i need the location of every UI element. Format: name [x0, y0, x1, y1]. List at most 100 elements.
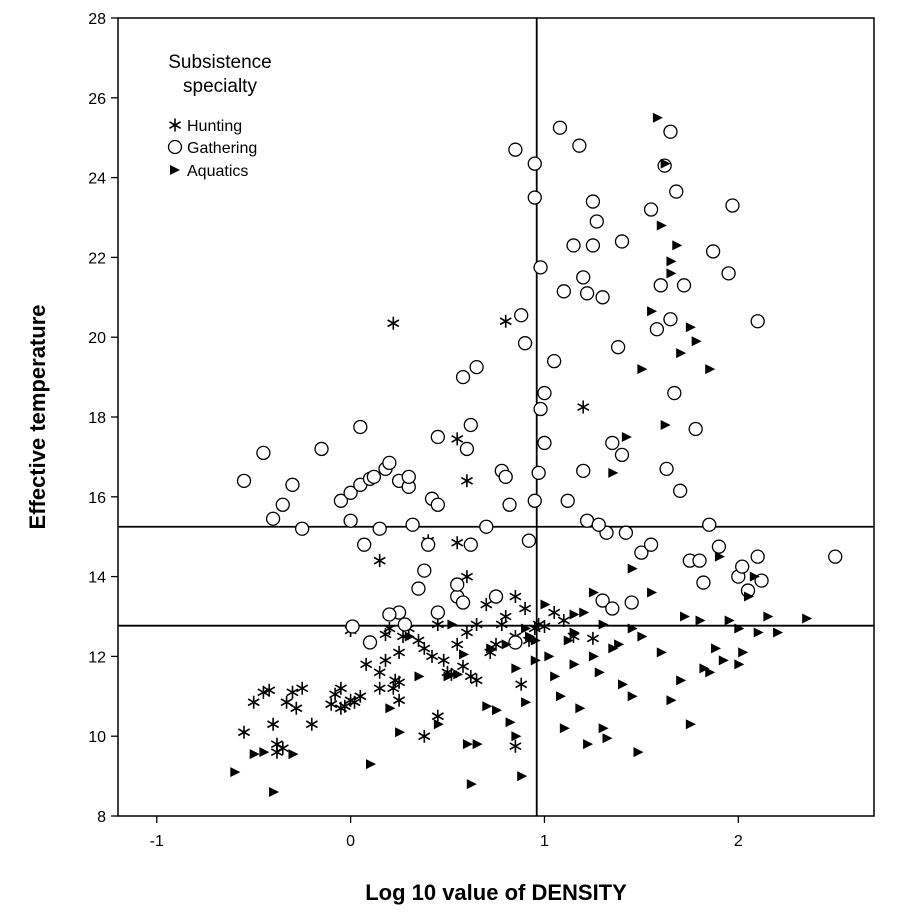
aquatics-point: [443, 671, 454, 682]
gathering-point: [696, 575, 711, 590]
aquatics-point: [453, 669, 464, 680]
hunting-point: [509, 739, 522, 753]
gathering-point: [585, 194, 601, 209]
aquatics-point: [385, 703, 396, 714]
aquatics-point: [656, 220, 667, 231]
aquatics-point: [249, 749, 260, 760]
aquatics-point: [544, 651, 555, 662]
aquatics-point: [511, 663, 522, 674]
hunting-point: [379, 653, 392, 667]
aquatics-point: [588, 587, 599, 598]
aquatics-point: [555, 691, 566, 702]
gathering-point: [265, 511, 281, 526]
aquatics-point: [486, 643, 497, 654]
aquatics-point: [691, 336, 702, 347]
aquatics-point: [501, 639, 512, 650]
gathering-point: [353, 419, 368, 435]
gathering-point: [463, 417, 478, 433]
hunting-point: [237, 725, 251, 739]
gathering-point: [430, 497, 445, 512]
legend-marker-hunting: [168, 118, 182, 132]
hunting-point: [557, 614, 570, 627]
aquatics-point: [530, 655, 541, 666]
gathering-point: [552, 120, 568, 135]
gathering-point: [711, 539, 727, 554]
aquatics-point: [598, 723, 609, 734]
aquatics-point: [530, 635, 541, 646]
hunting-point: [280, 695, 293, 709]
gathering-point: [643, 537, 659, 552]
hunting-point: [470, 618, 483, 631]
hunting-point: [519, 602, 532, 615]
hunting-point: [334, 681, 347, 695]
gathering-point: [463, 537, 478, 552]
hunting-point: [509, 590, 522, 603]
gathering-point: [705, 244, 721, 259]
hunting-point: [538, 620, 551, 633]
hunting-point: [257, 685, 270, 699]
gathering-point: [566, 238, 581, 253]
x-tick-label: -1: [150, 833, 164, 850]
hunting-point: [373, 554, 386, 568]
aquatics-point: [540, 599, 551, 610]
gathering-point: [502, 497, 517, 512]
gathering-point: [828, 549, 843, 564]
gathering-point: [508, 142, 523, 157]
gathering-point: [556, 284, 571, 299]
y-tick-label: 24: [88, 171, 106, 188]
legend-marker-gathering: [167, 139, 183, 155]
aquatics-point: [647, 587, 658, 598]
aquatics-point: [705, 667, 716, 678]
aquatics-point: [614, 639, 625, 650]
gathering-point: [275, 497, 290, 512]
aquatics-point: [505, 717, 516, 728]
gathering-point: [560, 493, 575, 508]
gathering-point: [295, 521, 310, 536]
aquatics-point: [680, 611, 691, 622]
gathering-point: [421, 537, 436, 552]
aquatics-point: [404, 631, 415, 642]
aquatics-point: [459, 649, 470, 660]
aquatics-point: [511, 731, 522, 742]
hunting-point: [393, 675, 406, 689]
gathering-point: [572, 138, 587, 153]
y-tick-label: 20: [88, 330, 106, 347]
gathering-point: [533, 260, 548, 275]
hunting-point: [270, 745, 283, 759]
aquatics-point: [749, 571, 760, 582]
y-tick-label: 10: [88, 729, 106, 746]
gathering-point: [343, 485, 358, 500]
gathering-point: [688, 421, 703, 437]
gathering-point: [663, 124, 678, 139]
gathering-point: [618, 525, 634, 540]
aquatics-point: [462, 739, 473, 750]
series-gathering: [236, 120, 843, 650]
y-tick-label: 16: [88, 490, 106, 507]
hunting-point: [451, 637, 464, 651]
plot-frame: [117, 17, 875, 817]
aquatics-point: [608, 643, 619, 654]
hunting-point: [460, 626, 473, 639]
gathering-point: [405, 517, 420, 532]
aquatics-point: [621, 431, 632, 442]
aquatics-point: [583, 739, 594, 750]
gathering-point: [702, 517, 717, 532]
aquatics-point: [718, 655, 729, 666]
gathering-point: [488, 589, 504, 604]
aquatics-point: [559, 723, 570, 734]
hunting-point: [338, 699, 351, 713]
gathering-point: [576, 463, 591, 479]
hunting-point: [267, 717, 280, 731]
aquatics-point: [588, 651, 599, 662]
gathering-point: [547, 353, 562, 369]
aquatics-point: [569, 609, 580, 620]
gathering-point: [514, 308, 529, 323]
gathering-point: [236, 473, 252, 488]
aquatics-point: [618, 679, 628, 690]
aquatics-point: [414, 671, 425, 682]
gathering-point: [417, 563, 432, 578]
hunting-point: [499, 610, 512, 623]
aquatics-point: [633, 747, 644, 758]
hunting-point: [451, 536, 464, 550]
